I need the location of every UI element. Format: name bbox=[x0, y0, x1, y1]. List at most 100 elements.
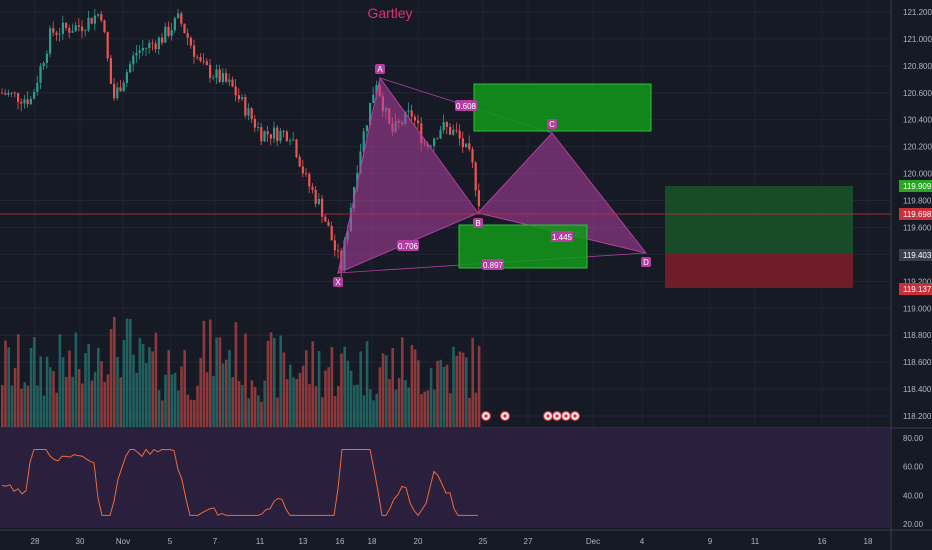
volume-bar bbox=[65, 376, 68, 427]
volume-bar bbox=[157, 390, 161, 427]
event-markers bbox=[480, 410, 581, 422]
candle-body bbox=[266, 131, 269, 135]
candle-body bbox=[77, 25, 80, 27]
volume-bar bbox=[369, 389, 372, 427]
point-label-C: C bbox=[549, 120, 555, 129]
y-tick-label: 119.800 bbox=[903, 197, 932, 206]
volume-bar bbox=[93, 371, 97, 427]
candle-body bbox=[151, 42, 154, 44]
point-label-bg bbox=[333, 277, 343, 287]
candle-body bbox=[359, 151, 362, 173]
candle-body bbox=[314, 189, 317, 204]
candle-body bbox=[164, 26, 167, 43]
volume-bar bbox=[429, 367, 433, 427]
candle-body bbox=[129, 64, 132, 73]
volume-bar bbox=[346, 360, 350, 427]
candle-body bbox=[7, 93, 10, 95]
candle-body bbox=[55, 32, 58, 35]
candle-body bbox=[183, 23, 186, 34]
volume-bar bbox=[237, 380, 241, 427]
volume-bar bbox=[209, 319, 212, 427]
x-tick-label: 9 bbox=[708, 537, 713, 546]
candle-body bbox=[186, 33, 189, 38]
volume-bar bbox=[413, 349, 417, 427]
volume-bar bbox=[372, 400, 375, 427]
point-label-X: X bbox=[335, 278, 341, 287]
x-tick-label: 18 bbox=[368, 537, 377, 546]
volume-bar bbox=[4, 340, 7, 427]
volume-bar bbox=[97, 347, 100, 427]
x-tick-label: 4 bbox=[640, 537, 645, 546]
price-badge bbox=[899, 249, 932, 261]
candle-body bbox=[193, 45, 196, 57]
volume-bar bbox=[362, 395, 366, 427]
ratio-label: 0.897 bbox=[483, 261, 504, 270]
volume-bar bbox=[164, 374, 167, 427]
volume-bar bbox=[426, 390, 430, 427]
candle-body bbox=[81, 26, 84, 31]
volume-bar bbox=[49, 367, 52, 427]
candle-body bbox=[330, 226, 333, 241]
volume-bar bbox=[333, 396, 337, 427]
volume-bar bbox=[145, 363, 148, 427]
candle-body bbox=[23, 99, 26, 104]
candle-body bbox=[458, 130, 461, 139]
volume-bar bbox=[196, 385, 199, 427]
candle-body bbox=[337, 250, 340, 252]
candle-body bbox=[68, 27, 71, 33]
candle-body bbox=[141, 48, 144, 51]
rsi-panel bbox=[0, 428, 890, 528]
volume-bar bbox=[13, 367, 17, 427]
candle-body bbox=[20, 101, 23, 104]
volume-bar bbox=[407, 387, 410, 427]
y-tick-label: 118.800 bbox=[903, 331, 932, 340]
candle-body bbox=[29, 98, 32, 105]
volume-bar bbox=[452, 346, 455, 427]
rsi-tick-label: 40.00 bbox=[903, 491, 924, 500]
ratio-label-bg bbox=[455, 100, 477, 111]
volume-bar bbox=[167, 350, 170, 427]
volume-bar bbox=[122, 339, 126, 427]
y-tick-label: 120.600 bbox=[903, 89, 932, 98]
candle-body bbox=[461, 138, 464, 148]
candle-body bbox=[279, 131, 282, 141]
volume-bar bbox=[417, 360, 420, 427]
volume-bar bbox=[282, 352, 286, 427]
candle-body bbox=[285, 131, 288, 142]
time-axis[interactable]: 28 30 Nov 5 7 11 13 16 18 20 25 27 Dec 4 9 11 16 18 bbox=[31, 537, 873, 546]
price-axis[interactable]: 121.200 121.000 120.800 120.600 120.400 120.2… bbox=[899, 8, 932, 529]
volume-bar bbox=[90, 380, 94, 427]
volume-bar bbox=[173, 372, 177, 427]
candle-body bbox=[39, 66, 42, 83]
volume-bar bbox=[212, 375, 215, 427]
candle-body bbox=[205, 61, 208, 65]
volume-bar bbox=[7, 347, 10, 427]
volume-bar bbox=[311, 341, 314, 427]
volume-bar bbox=[241, 384, 244, 427]
y-tick-label: 119.000 bbox=[903, 304, 932, 313]
volume-bar bbox=[250, 380, 254, 427]
x-tick-label: 18 bbox=[864, 537, 873, 546]
chart-title: Gartley bbox=[367, 5, 413, 21]
volume-bar bbox=[218, 337, 222, 427]
candle-body bbox=[42, 62, 45, 67]
y-tick-label: 120.400 bbox=[903, 116, 932, 125]
volume-bar bbox=[189, 399, 193, 427]
volume-bar bbox=[314, 386, 318, 427]
x-tick-label: 7 bbox=[213, 537, 218, 546]
candle-body bbox=[196, 56, 199, 58]
price-badge bbox=[899, 283, 932, 295]
volume-bar bbox=[116, 356, 119, 427]
volume-bar bbox=[317, 351, 321, 427]
volume-bar bbox=[186, 394, 190, 427]
volume-bar bbox=[388, 379, 391, 427]
volume-bar bbox=[87, 343, 90, 427]
candle-body bbox=[465, 143, 468, 148]
price-badge bbox=[899, 208, 932, 220]
candle-body bbox=[173, 18, 176, 31]
candle-body bbox=[468, 143, 471, 150]
price-badge-text: 119.698 bbox=[903, 210, 932, 219]
candle-body bbox=[269, 134, 272, 139]
candle-body bbox=[116, 87, 119, 99]
